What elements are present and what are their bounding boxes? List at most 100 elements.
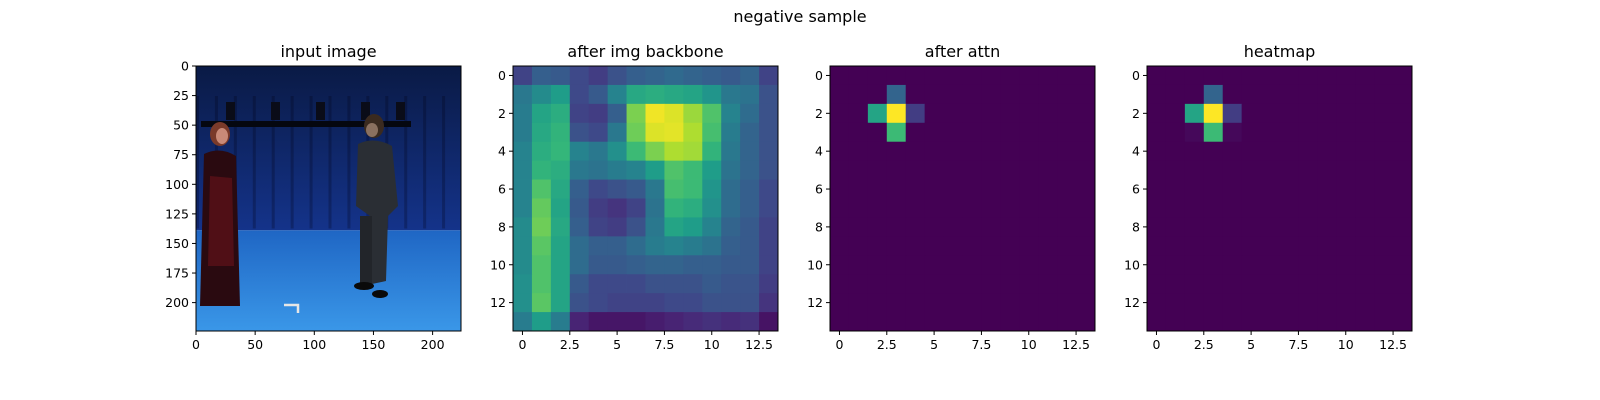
heatmap-cell-r5-c4 — [588, 160, 609, 180]
heatmap-cell-r9-c2 — [867, 236, 888, 256]
heatmap-cell-r2-c7 — [645, 103, 665, 124]
heatmap-cell-r5-c10 — [1336, 160, 1356, 180]
heatmap-cell-r11-c8 — [664, 274, 684, 294]
heatmap-cell-r0-c5 — [924, 66, 944, 86]
heatmap-cell-r6-c4 — [588, 179, 609, 199]
heatmap-cell-r1-c6 — [1260, 84, 1280, 105]
heatmap-cell-r4-c11 — [721, 141, 741, 162]
heatmap-cell-r2-c8 — [981, 103, 1001, 124]
heatmap-cell-r8-c10 — [1019, 217, 1039, 237]
heatmap-cell-r13-c7 — [962, 312, 982, 332]
heatmap-cell-r9-c3 — [569, 236, 590, 256]
x-tick-label: 2.5 — [877, 337, 897, 352]
heatmap-cell-r9-c8 — [664, 236, 684, 256]
heatmap-cell-r11-c4 — [588, 274, 609, 294]
heatmap-cell-r12-c6 — [626, 293, 646, 313]
heatmap-cell-r3-c3 — [886, 122, 907, 143]
heatmap-cell-r0-c4 — [905, 66, 926, 86]
heatmap-cell-r8-c0 — [1147, 217, 1167, 237]
heatmap-cell-r0-c12 — [740, 66, 760, 86]
heatmap-cell-r12-c1 — [1165, 293, 1186, 313]
heatmap-cell-r12-c13 — [1393, 293, 1413, 313]
heatmap-cell-r6-c6 — [1260, 179, 1280, 199]
heatmap-cell-r5-c2 — [1184, 160, 1205, 180]
heatmap-cell-r11-c9 — [1317, 274, 1337, 294]
heatmap-cell-r2-c0 — [513, 103, 533, 124]
studio-wall — [196, 66, 461, 231]
heatmap-cell-r1-c3 — [1203, 84, 1224, 105]
heatmap-cell-r11-c4 — [905, 274, 926, 294]
heatmap-cell-r6-c10 — [702, 179, 722, 199]
heatmap-cell-r11-c6 — [1260, 274, 1280, 294]
heatmap-cell-r9-c7 — [1279, 236, 1299, 256]
heatmap-cell-r0-c6 — [626, 66, 646, 86]
heatmap-cell-r13-c13 — [1076, 312, 1096, 332]
person-left — [200, 122, 240, 306]
heatmap-cell-r3-c4 — [905, 122, 926, 143]
heatmap-cell-r4-c9 — [1317, 141, 1337, 162]
heatmap-cell-r8-c13 — [759, 217, 779, 237]
heatmap-cell-r0-c3 — [886, 66, 907, 86]
heatmap-cell-r1-c4 — [905, 84, 926, 105]
heatmap-cell-r11-c7 — [1279, 274, 1299, 294]
heatmap-cell-r6-c3 — [886, 179, 907, 199]
y-tick-label: 50 — [173, 118, 189, 133]
heatmap-cell-r10-c2 — [867, 255, 888, 275]
heatmap-cell-r2-c5 — [1241, 103, 1261, 124]
heatmap-cell-r2-c11 — [1038, 103, 1058, 124]
heatmap-cell-r8-c5 — [924, 217, 944, 237]
heatmap-cell-r10-c8 — [1298, 255, 1318, 275]
heatmap-cell-r5-c11 — [1355, 160, 1375, 180]
heatmap-cell-r7-c6 — [626, 198, 646, 218]
heatmap-cell-r12-c12 — [1057, 293, 1077, 313]
heatmap-cell-r4-c6 — [943, 141, 963, 162]
y-tick-label: 100 — [165, 177, 189, 192]
heatmap-cell-r12-c11 — [721, 293, 741, 313]
heatmap-cell-r1-c11 — [721, 84, 741, 105]
heatmap-cell-r9-c11 — [1038, 236, 1058, 256]
heatmap-cell-r7-c0 — [1147, 198, 1167, 218]
heatmap-cell-r4-c10 — [1019, 141, 1039, 162]
heatmap-cell-r1-c7 — [962, 84, 982, 105]
heatmap-cell-r10-c0 — [513, 255, 533, 275]
heatmap-cell-r8-c4 — [588, 217, 609, 237]
heatmap-cell-r12-c8 — [664, 293, 684, 313]
heatmap-cell-r2-c0 — [830, 103, 850, 124]
heatmap-cell-r10-c12 — [740, 255, 760, 275]
heatmap-cell-r9-c12 — [740, 236, 760, 256]
heatmap-cell-r3-c4 — [1222, 122, 1243, 143]
heatmap-cell-r2-c2 — [1184, 103, 1205, 124]
heatmap-cell-r9-c4 — [905, 236, 926, 256]
heatmap-cell-r12-c0 — [513, 293, 533, 313]
heatmap-cell-r8-c13 — [1076, 217, 1096, 237]
y-tick-label: 12 — [490, 295, 506, 310]
heatmap-cell-r9-c0 — [513, 236, 533, 256]
heatmap-cell-r4-c12 — [1374, 141, 1394, 162]
heatmap-cell-r1-c7 — [645, 84, 665, 105]
axes-frame — [1146, 65, 1413, 332]
heatmap-cell-r2-c2 — [550, 103, 571, 124]
heatmap-cell-r1-c12 — [740, 84, 760, 105]
heatmap-cell-r1-c12 — [1057, 84, 1077, 105]
heatmap-cell-r10-c11 — [721, 255, 741, 275]
heatmap-cell-r9-c0 — [1147, 236, 1167, 256]
heatmap-cell-r8-c8 — [981, 217, 1001, 237]
heatmap-cell-r3-c4 — [588, 122, 609, 143]
heatmap-cell-r3-c6 — [943, 122, 963, 143]
heatmap-cell-r6-c5 — [607, 179, 627, 199]
heatmap-cell-r2-c4 — [588, 103, 609, 124]
heatmap-cell-r1-c4 — [588, 84, 609, 105]
heatmap-cell-r2-c1 — [531, 103, 552, 124]
heatmap-cell-r0-c10 — [1019, 66, 1039, 86]
heatmap-cell-r10-c2 — [550, 255, 571, 275]
heatmap-cell-r7-c12 — [1057, 198, 1077, 218]
heatmap-cell-r11-c11 — [721, 274, 741, 294]
x-tick-label: 5 — [1247, 337, 1255, 352]
heatmap-cell-r1-c2 — [1184, 84, 1205, 105]
heatmap-cell-r10-c1 — [531, 255, 552, 275]
y-tick-label: 2 — [815, 106, 823, 121]
heatmap-cell-r1-c9 — [683, 84, 703, 105]
heatmap-cell-r11-c12 — [1057, 274, 1077, 294]
heatmap-cell-r8-c11 — [721, 217, 741, 237]
